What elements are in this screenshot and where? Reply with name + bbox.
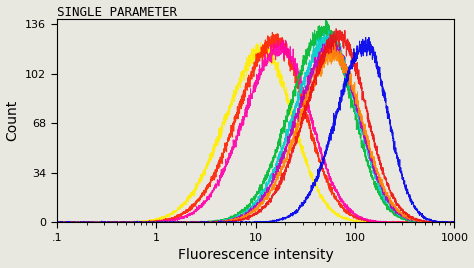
Y-axis label: Count: Count: [6, 100, 19, 141]
X-axis label: Fluorescence intensity: Fluorescence intensity: [178, 248, 333, 262]
Text: SINGLE PARAMETER: SINGLE PARAMETER: [57, 6, 177, 18]
